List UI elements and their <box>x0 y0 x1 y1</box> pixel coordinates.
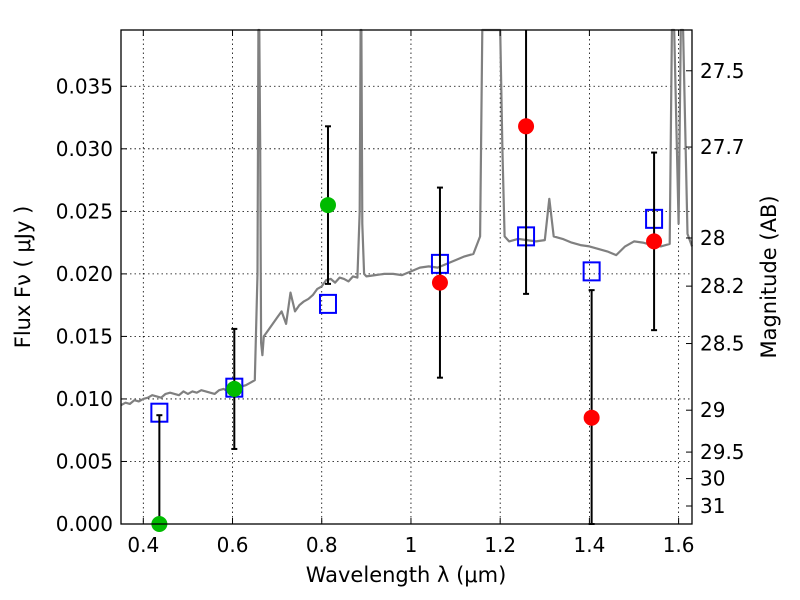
photometry-point <box>319 197 336 214</box>
y2-axis-label: Magnitude (AB) <box>757 195 781 358</box>
photometry-point <box>646 233 663 250</box>
photometry-point <box>518 118 535 135</box>
y-tick-label: 0.005 <box>56 449 113 473</box>
x-axis-label: Wavelength λ (μm) <box>306 563 507 587</box>
spectrum-line <box>120 28 694 407</box>
photometry-point <box>226 380 243 397</box>
model-square-marker <box>582 261 601 282</box>
spectrum-layer <box>120 28 694 407</box>
x-tick-label: 1 <box>405 533 418 557</box>
y2-tick-label: 28.5 <box>700 332 745 356</box>
y-axis-label: Flux Fν ( μJy ) <box>11 206 35 349</box>
y2-tick-label: 31 <box>700 494 725 518</box>
marker-layer <box>150 30 664 532</box>
x-tick-label: 1.2 <box>484 533 516 557</box>
y2-tick-label: 28 <box>700 226 725 250</box>
y2-tick-label: 28.2 <box>700 274 745 298</box>
x-tick-label: 0.4 <box>127 533 159 557</box>
y-tick-label: 0.020 <box>56 262 113 286</box>
y-tick-label: 0.035 <box>56 74 113 98</box>
x-tick-label: 0.8 <box>306 533 338 557</box>
y-tick-label: 0.000 <box>56 512 113 536</box>
model-square-marker <box>318 293 337 314</box>
plot-frame <box>120 29 693 525</box>
y-tick-label: 0.025 <box>56 199 113 223</box>
y2-tick-label: 27.7 <box>700 135 745 159</box>
axis-ticks: 0.4 0.6 0.8 1 1.2 1.4 1.6 0.000 0.005 0.010 0.015 0… <box>56 30 745 557</box>
x-tick-label: 1.6 <box>663 533 695 557</box>
photometry-point <box>583 409 600 426</box>
y-tick-label: 0.010 <box>56 387 113 411</box>
y2-tick-label: 29 <box>700 398 725 422</box>
y2-tick-label: 27.5 <box>700 59 745 83</box>
y-tick-label: 0.030 <box>56 137 113 161</box>
x-tick-label: 0.6 <box>217 533 249 557</box>
y2-tick-label: 29.5 <box>700 440 745 464</box>
photometry-point <box>431 274 448 291</box>
x-tick-label: 1.4 <box>573 533 605 557</box>
y-tick-label: 0.015 <box>56 324 113 348</box>
y2-tick-label: 30 <box>700 467 725 491</box>
